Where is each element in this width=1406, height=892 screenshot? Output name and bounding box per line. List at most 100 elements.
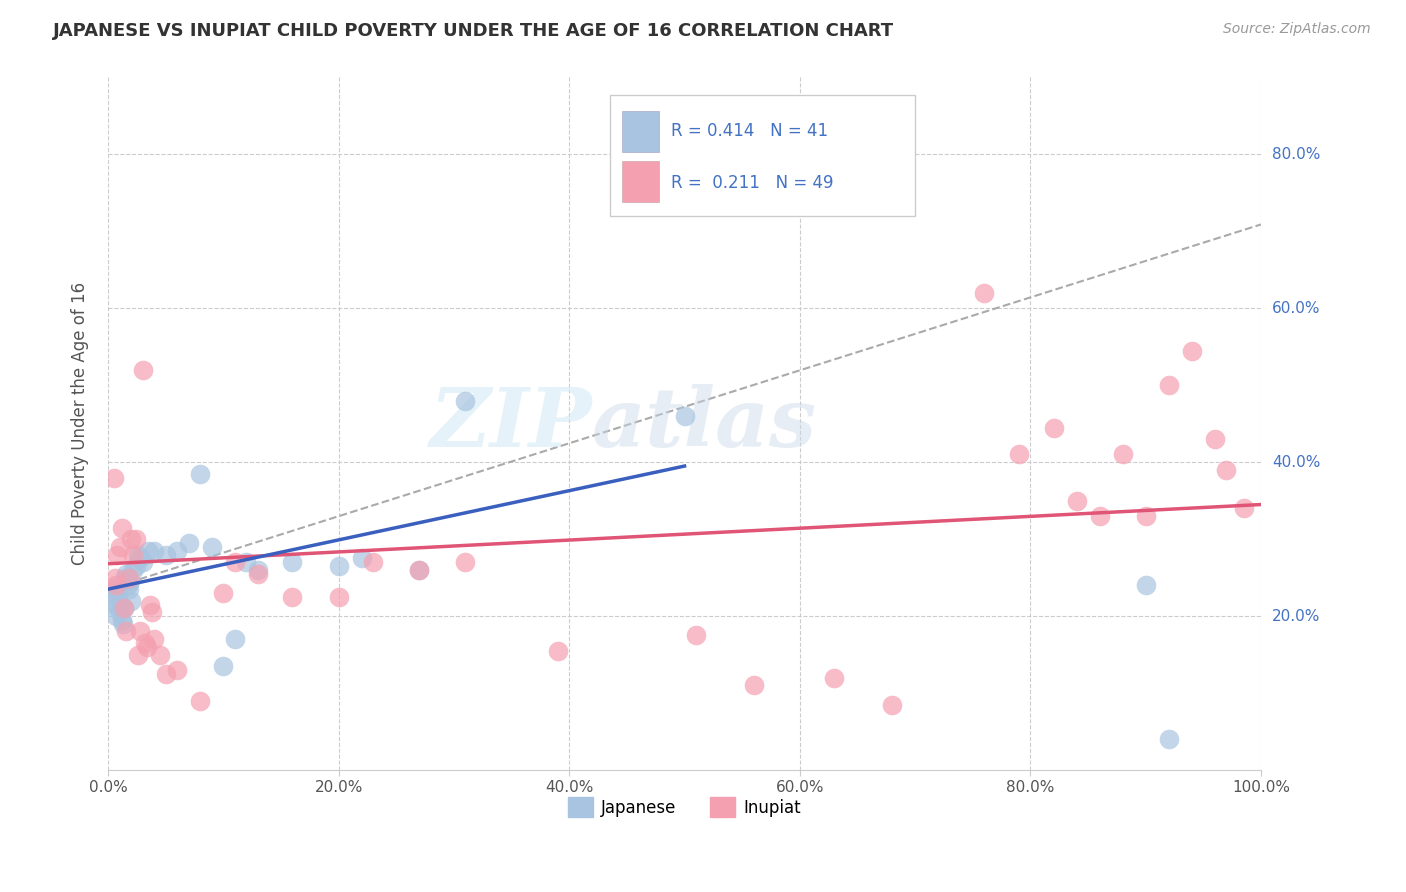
Point <box>1181 343 1204 358</box>
Point <box>1157 732 1180 747</box>
Text: atlas: atlas <box>592 384 817 464</box>
Point <box>454 393 477 408</box>
Point <box>120 593 142 607</box>
Text: R =  0.211   N = 49: R = 0.211 N = 49 <box>671 174 834 192</box>
Point <box>129 624 152 639</box>
Point <box>224 632 246 647</box>
Point <box>350 551 373 566</box>
Point <box>1008 448 1031 462</box>
Point <box>138 598 160 612</box>
Point <box>155 666 177 681</box>
Point <box>1112 448 1135 462</box>
Point <box>685 628 707 642</box>
Point <box>124 559 146 574</box>
Point <box>104 571 127 585</box>
Point <box>166 543 188 558</box>
Point <box>281 590 304 604</box>
Point <box>103 582 125 596</box>
FancyBboxPatch shape <box>623 161 659 202</box>
Point <box>188 694 211 708</box>
Point <box>104 598 127 612</box>
Point <box>115 624 138 639</box>
Point <box>118 574 141 589</box>
Point <box>105 609 128 624</box>
FancyBboxPatch shape <box>623 111 659 152</box>
Point <box>246 563 269 577</box>
Point <box>105 548 128 562</box>
Point <box>361 555 384 569</box>
Point <box>454 555 477 569</box>
Point <box>115 566 138 581</box>
Text: 40.0%: 40.0% <box>1272 455 1320 470</box>
Point <box>118 582 141 596</box>
Point <box>155 548 177 562</box>
Point <box>1066 493 1088 508</box>
Point <box>131 363 153 377</box>
Point <box>408 563 430 577</box>
Point <box>224 555 246 569</box>
Point <box>188 467 211 481</box>
Point <box>408 563 430 577</box>
Point <box>1215 463 1237 477</box>
Point <box>177 536 200 550</box>
Point <box>201 540 224 554</box>
Point <box>111 613 134 627</box>
Point <box>124 532 146 546</box>
Point <box>143 632 166 647</box>
Point <box>103 470 125 484</box>
Text: 20.0%: 20.0% <box>1272 608 1320 624</box>
Point <box>149 648 172 662</box>
Point <box>136 640 159 654</box>
Point <box>166 663 188 677</box>
Point <box>122 548 145 562</box>
Point <box>328 590 350 604</box>
Point <box>120 532 142 546</box>
Point <box>114 571 136 585</box>
Point <box>105 578 128 592</box>
Point <box>246 566 269 581</box>
Point <box>143 543 166 558</box>
Point <box>105 590 128 604</box>
Point <box>111 616 134 631</box>
Text: ZIP: ZIP <box>430 384 592 464</box>
FancyBboxPatch shape <box>610 95 915 216</box>
Point <box>823 671 845 685</box>
Point <box>101 593 124 607</box>
Point <box>111 520 134 534</box>
Legend: Japanese, Inupiat: Japanese, Inupiat <box>561 790 807 824</box>
Point <box>547 644 569 658</box>
Point <box>107 586 129 600</box>
Point <box>112 601 135 615</box>
Text: JAPANESE VS INUPIAT CHILD POVERTY UNDER THE AGE OF 16 CORRELATION CHART: JAPANESE VS INUPIAT CHILD POVERTY UNDER … <box>53 22 894 40</box>
Point <box>1204 432 1226 446</box>
Point <box>1088 509 1111 524</box>
Y-axis label: Child Poverty Under the Age of 16: Child Poverty Under the Age of 16 <box>72 282 89 566</box>
Point <box>118 571 141 585</box>
Point <box>1042 420 1064 434</box>
Point <box>1135 578 1157 592</box>
Point <box>673 409 696 423</box>
Point <box>973 285 995 300</box>
Point <box>131 555 153 569</box>
Text: R = 0.414   N = 41: R = 0.414 N = 41 <box>671 122 828 140</box>
Point <box>328 559 350 574</box>
Point <box>134 636 156 650</box>
Point <box>127 648 149 662</box>
Point <box>110 598 132 612</box>
Point <box>1157 378 1180 392</box>
Point <box>1135 509 1157 524</box>
Point <box>129 551 152 566</box>
Point <box>141 605 163 619</box>
Text: 60.0%: 60.0% <box>1272 301 1320 316</box>
Point <box>117 578 139 592</box>
Point <box>112 601 135 615</box>
Point <box>108 605 131 619</box>
Point <box>122 563 145 577</box>
Point <box>742 678 765 692</box>
Point <box>281 555 304 569</box>
Point <box>212 586 235 600</box>
Point <box>127 548 149 562</box>
Point <box>880 698 903 712</box>
Point <box>138 543 160 558</box>
Text: Source: ZipAtlas.com: Source: ZipAtlas.com <box>1223 22 1371 37</box>
